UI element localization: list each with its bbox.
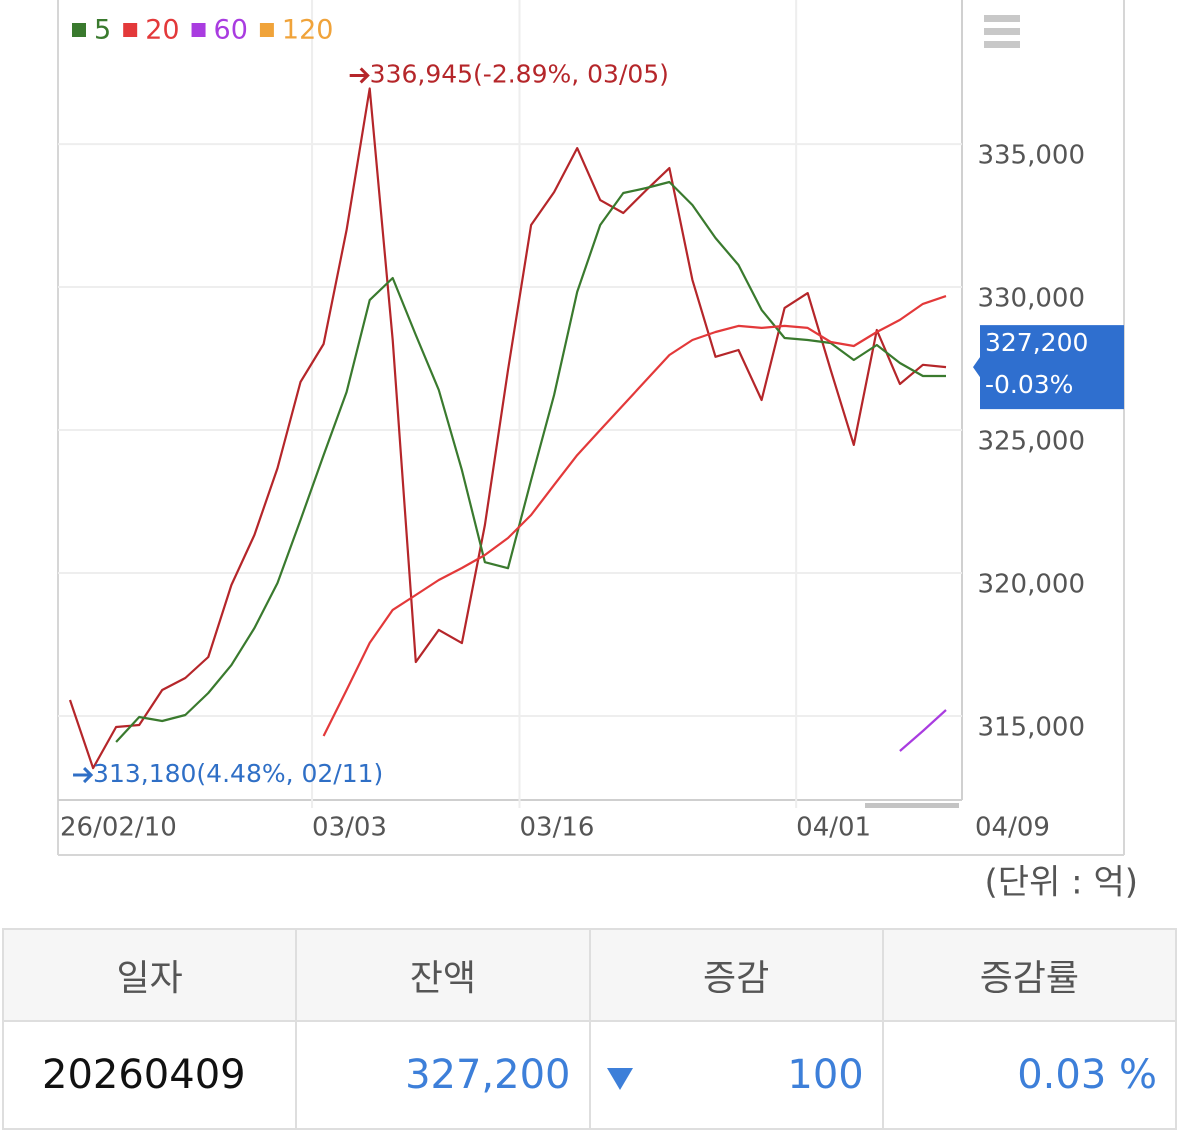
last-value-box bbox=[973, 325, 1124, 410]
y-tick-label: 315,000 bbox=[977, 713, 1085, 743]
y-tick-label: 335,000 bbox=[977, 141, 1085, 171]
last-value: 327,200 bbox=[985, 328, 1088, 357]
x-tick-label: 03/03 bbox=[312, 813, 387, 843]
header-cell: 일자 bbox=[1, 928, 298, 1022]
unit-label: (단위 : 억) bbox=[985, 863, 1138, 903]
data-row: 20260409 327,200 100 0.03 % bbox=[1, 1020, 1178, 1130]
change-value: 100 bbox=[787, 1052, 864, 1098]
series-line bbox=[68, 87, 947, 770]
header-cell: 증감률 bbox=[881, 928, 1178, 1022]
balance-cell: 327,200 bbox=[295, 1020, 591, 1130]
header-cell: 증감 bbox=[588, 928, 884, 1022]
data-table: 일자 잔액 증감 증감률 20260409 327,200 100 0.03 % bbox=[1, 928, 1178, 1130]
legend-swatch bbox=[123, 23, 138, 37]
max-arrow bbox=[349, 67, 370, 84]
x-tick-label: 26/02/10 bbox=[60, 813, 177, 843]
y-tick-label: 330,000 bbox=[977, 284, 1085, 314]
legend-label: 5 bbox=[94, 15, 111, 46]
x-tick-label: 04/01 bbox=[796, 813, 871, 843]
rate-cell: 0.03 % bbox=[881, 1020, 1178, 1130]
scrollbar[interactable] bbox=[865, 803, 959, 808]
legend-swatch bbox=[72, 23, 86, 37]
header-row: 일자 잔액 증감 증감률 bbox=[1, 928, 1178, 1022]
x-tick-label: 03/16 bbox=[520, 813, 595, 843]
change-cell: 100 bbox=[588, 1020, 884, 1130]
chart: (단위 : 억) 315,000 320,000 325,000 330,000 335… bbox=[57, 0, 1138, 903]
menu-icon[interactable] bbox=[984, 15, 1020, 48]
series-line bbox=[899, 709, 947, 752]
legend-label: 20 bbox=[145, 15, 179, 46]
min-label: 313,180(4.48%, 02/11) bbox=[93, 759, 383, 788]
y-tick-label: 320,000 bbox=[977, 570, 1085, 600]
y-tick-label: 325,000 bbox=[977, 427, 1085, 457]
series-line bbox=[115, 180, 946, 743]
min-arrow bbox=[73, 766, 94, 784]
legend-swatch bbox=[259, 23, 274, 37]
legend-swatch bbox=[191, 23, 206, 37]
last-change: -0.03% bbox=[985, 370, 1073, 399]
header-cell: 잔액 bbox=[295, 928, 591, 1022]
x-tick-label: 04/09 bbox=[975, 813, 1050, 843]
legend-label: 120 bbox=[282, 15, 334, 46]
max-label: 336,945(-2.89%, 03/05) bbox=[370, 59, 669, 88]
down-arrow bbox=[606, 1068, 633, 1090]
date-cell: 20260409 bbox=[1, 1020, 298, 1130]
legend-label: 60 bbox=[214, 15, 248, 46]
series-line bbox=[322, 295, 947, 737]
